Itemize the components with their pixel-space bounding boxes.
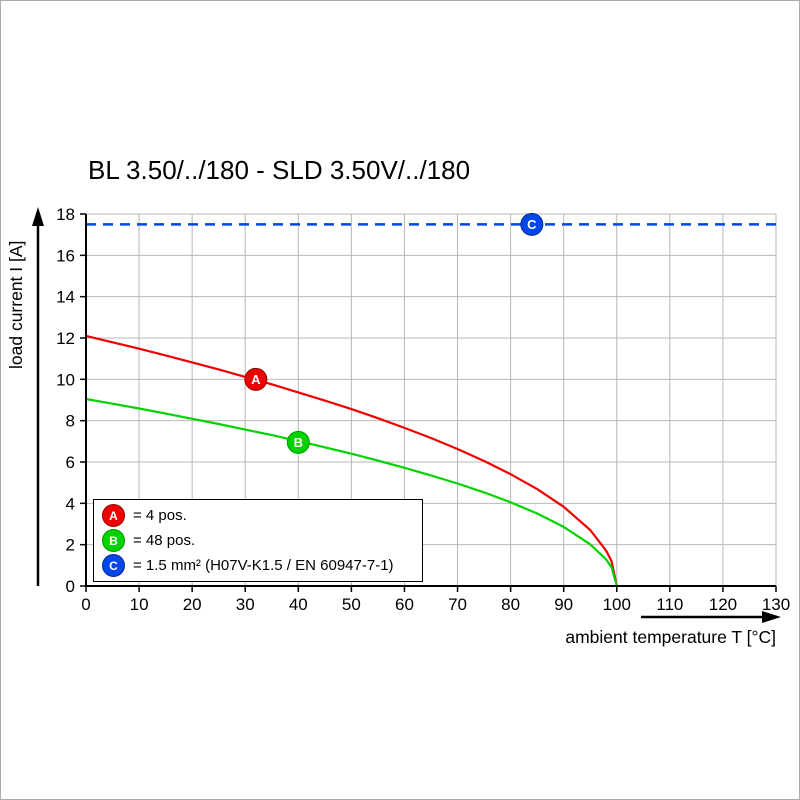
legend-label-c: = 1.5 mm² (H07V-K1.5 / EN 60947-7-1) [133,557,394,574]
y-tick-label: 14 [56,288,75,307]
y-tick-label: 16 [56,246,75,265]
y-axis-arrow [32,207,44,586]
curve-B [85,397,618,587]
y-tick-label: 12 [56,329,75,348]
x-tick-label: 20 [183,595,202,614]
x-axis-label: ambient temperature T [°C] [565,627,776,647]
x-tick-label: 10 [130,595,149,614]
x-tick-label: 40 [289,595,308,614]
marker-letter-B: B [294,435,303,450]
y-tick-label: 4 [66,494,75,513]
marker-letter-C: C [527,217,537,232]
x-tick-label: 60 [395,595,414,614]
marker-B [286,430,310,454]
curve-markers: A B C [244,212,544,454]
legend-item-c: C = 1.5 mm² (H07V-K1.5 / EN 60947-7-1) [102,553,414,578]
y-axis-label: load current I [A] [6,241,26,369]
x-tick-label: 120 [709,595,737,614]
x-tick-label: 90 [554,595,573,614]
x-tick-label: 0 [81,595,90,614]
y-tick-labels: 0 2 4 6 8 10 12 14 16 18 [56,205,75,596]
y-axis-arrowhead-icon [32,207,44,226]
x-axis-arrow [641,611,781,623]
y-tick-label: 18 [56,205,75,224]
chart-title: BL 3.50/../180 - SLD 3.50V/../180 [88,155,471,185]
curve-A [85,334,618,587]
legend: A = 4 pos. B = 48 pos. C = 1.5 mm² (H07V… [93,499,423,582]
legend-badge-b-icon: B [102,529,125,552]
series-curves [85,223,776,587]
x-tick-label: 50 [342,595,361,614]
x-tick-label: 30 [236,595,255,614]
axes [80,213,777,592]
y-tick-label: 10 [56,370,75,389]
y-tick-label: 0 [66,577,75,596]
marker-A [244,367,268,391]
marker-letter-A: A [251,372,261,387]
x-tick-label: 70 [448,595,467,614]
x-tick-label: 110 [656,595,683,614]
legend-item-b: B = 48 pos. [102,528,414,553]
legend-item-a: A = 4 pos. [102,503,414,528]
y-tick-label: 6 [66,453,75,472]
marker-C [520,212,544,236]
y-tick-label: 2 [66,536,75,555]
x-axis-arrowhead-icon [762,611,781,623]
x-tick-label: 80 [501,595,520,614]
legend-badge-a-icon: A [102,504,125,527]
legend-badge-c-icon: C [102,554,125,577]
y-tick-label: 8 [66,412,75,431]
legend-label-a: = 4 pos. [133,507,187,524]
legend-label-b: = 48 pos. [133,532,196,549]
x-tick-label: 130 [762,595,790,614]
x-tick-label: 100 [603,595,631,614]
x-tick-labels: 0 10 20 30 40 50 60 70 80 90 100 110 120 130 [81,595,790,614]
